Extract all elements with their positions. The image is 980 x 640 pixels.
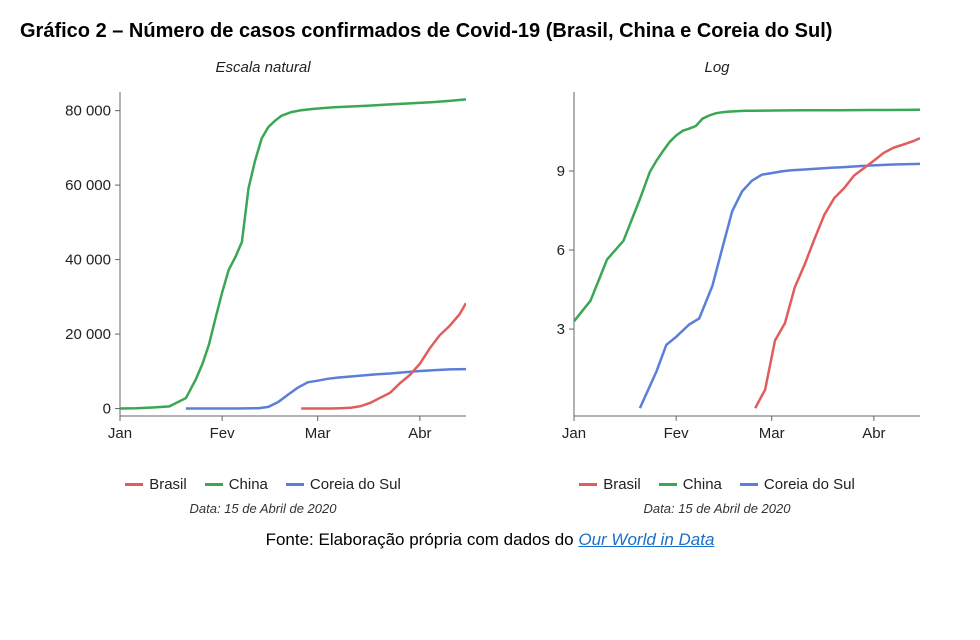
- panel-natural-title: Escala natural: [48, 59, 478, 76]
- svg-text:Mar: Mar: [305, 425, 331, 442]
- legend-label: China: [229, 476, 268, 493]
- legend-swatch: [740, 483, 758, 486]
- panel-natural: Escala natural 0 20 000 40 000 60 000 80 000…: [48, 59, 478, 516]
- svg-text:3: 3: [557, 321, 565, 338]
- svg-text:Fev: Fev: [210, 425, 236, 442]
- svg-text:80 000: 80 000: [65, 103, 111, 120]
- source-line: Fonte: Elaboração própria com dados do O…: [20, 530, 960, 550]
- legend-swatch: [659, 483, 677, 486]
- panels-container: Escala natural 0 20 000 40 000 60 000 80 000…: [20, 59, 960, 516]
- svg-text:6: 6: [557, 242, 565, 259]
- plot-log: 3 6 9 Jan Fev Mar Abr: [502, 82, 932, 462]
- legend-swatch: [205, 483, 223, 486]
- legend-label: Coreia do Sul: [764, 476, 855, 493]
- legend-label: Brasil: [149, 476, 187, 493]
- page-title: Gráfico 2 – Número de casos confirmados …: [20, 20, 960, 43]
- legend-label: Brasil: [603, 476, 641, 493]
- legend-swatch: [579, 483, 597, 486]
- legend-natural: Brasil China Coreia do Sul: [48, 476, 478, 493]
- svg-text:9: 9: [557, 163, 565, 180]
- svg-text:40 000: 40 000: [65, 252, 111, 269]
- date-note-natural: Data: 15 de Abril de 2020: [48, 501, 478, 516]
- legend-item-Brasil: Brasil: [579, 476, 641, 493]
- legend-log: Brasil China Coreia do Sul: [502, 476, 932, 493]
- legend-item-Brasil: Brasil: [125, 476, 187, 493]
- date-note-log: Data: 15 de Abril de 2020: [502, 501, 932, 516]
- plot-natural: 0 20 000 40 000 60 000 80 000 Jan Fev Mar Abr: [48, 82, 478, 462]
- legend-swatch: [125, 483, 143, 486]
- svg-text:Jan: Jan: [562, 425, 586, 442]
- svg-text:0: 0: [103, 401, 111, 418]
- svg-text:Jan: Jan: [108, 425, 132, 442]
- legend-item-Coreia_do_Sul: Coreia do Sul: [286, 476, 401, 493]
- svg-text:Fev: Fev: [664, 425, 690, 442]
- svg-text:60 000: 60 000: [65, 177, 111, 194]
- svg-text:Abr: Abr: [862, 425, 885, 442]
- source-link[interactable]: Our World in Data: [578, 530, 714, 549]
- legend-item-Coreia_do_Sul: Coreia do Sul: [740, 476, 855, 493]
- panel-log-title: Log: [502, 59, 932, 76]
- svg-text:Abr: Abr: [408, 425, 431, 442]
- legend-label: China: [683, 476, 722, 493]
- legend-item-China: China: [659, 476, 722, 493]
- source-prefix: Fonte: Elaboração própria com dados do: [266, 530, 579, 549]
- panel-log: Log 3 6 9 Jan Fev Mar Abr Brasil China Coreia do…: [502, 59, 932, 516]
- legend-item-China: China: [205, 476, 268, 493]
- legend-label: Coreia do Sul: [310, 476, 401, 493]
- svg-text:20 000: 20 000: [65, 326, 111, 343]
- svg-text:Mar: Mar: [759, 425, 785, 442]
- legend-swatch: [286, 483, 304, 486]
